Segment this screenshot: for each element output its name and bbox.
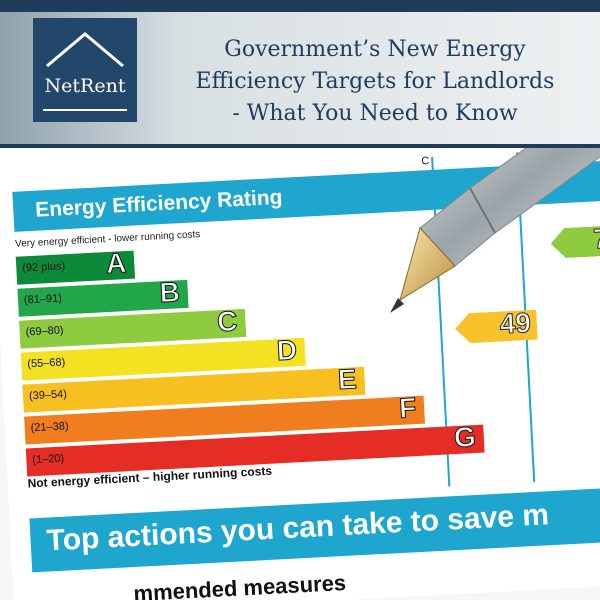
ballpoint-pen-icon	[390, 148, 600, 313]
logo-text: NetRent	[44, 75, 126, 97]
headline-line-3: - What You Need to Know	[232, 101, 518, 126]
page-headline: Government’s New Energy Efficiency Targe…	[150, 34, 600, 130]
certificate-photo: Energy Efficiency Rating C ential Very e…	[0, 148, 600, 600]
top-accent-bar	[0, 0, 600, 12]
headline-line-1: Government’s New Energy	[224, 37, 526, 62]
header-banner: NetRent Government’s New Energy Efficien…	[0, 12, 600, 148]
netrent-logo[interactable]: NetRent	[33, 18, 137, 122]
header-divider	[0, 144, 600, 148]
headline-line-2: Efficiency Targets for Landlords	[195, 69, 555, 94]
house-roof-icon	[43, 32, 127, 111]
